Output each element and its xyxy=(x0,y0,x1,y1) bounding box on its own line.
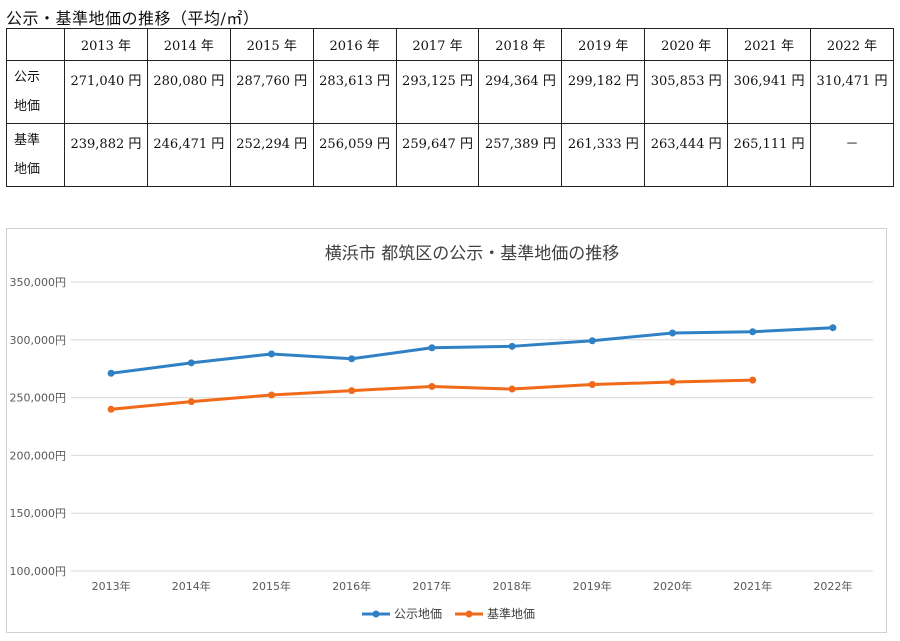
data-point xyxy=(508,342,516,350)
year-header: 2020 年 xyxy=(644,28,729,61)
data-point xyxy=(669,329,676,337)
data-point xyxy=(749,328,757,336)
data-point xyxy=(268,391,275,399)
data-point xyxy=(107,405,115,413)
table-header-row: 2013 年 2014 年 2015 年 2016 年 2017 年 2018 … xyxy=(6,28,894,61)
price-cell: 305,853 円 xyxy=(644,60,729,124)
x-tick-label: 2021年 xyxy=(733,579,772,593)
data-point xyxy=(107,369,115,377)
legend-marker xyxy=(465,610,473,618)
price-cell: 257,389 円 xyxy=(478,123,563,187)
year-header: 2022 年 xyxy=(810,28,894,61)
data-point xyxy=(588,337,596,345)
row-label-line: 地価 xyxy=(14,162,41,177)
price-cell: 310,471 円 xyxy=(810,60,894,124)
legend-marker xyxy=(372,610,380,618)
data-point xyxy=(829,324,837,332)
x-tick-label: 2017年 xyxy=(412,579,451,593)
price-cell: 271,040 円 xyxy=(64,60,148,124)
table-corner-cell xyxy=(6,28,65,61)
data-point xyxy=(508,385,516,393)
price-cell: 256,059 円 xyxy=(312,123,397,187)
y-tick-label: 200,000円 xyxy=(10,449,67,462)
price-cell: 294,364 円 xyxy=(478,60,563,124)
series-line xyxy=(110,326,833,375)
price-cell: 263,444 円 xyxy=(644,123,729,187)
data-point xyxy=(428,382,436,390)
row-label-line: 公示 xyxy=(14,70,41,85)
year-header: 2013 年 xyxy=(64,28,148,61)
year-header: 2017 年 xyxy=(395,28,480,61)
price-cell: － xyxy=(810,123,894,187)
data-point xyxy=(588,380,596,388)
x-tick-label: 2014年 xyxy=(172,579,211,593)
row-label: 公示 地価 xyxy=(6,60,65,124)
price-cell: 239,882 円 xyxy=(64,123,148,187)
row-label: 基準 地価 xyxy=(6,123,65,187)
price-cell: 252,294 円 xyxy=(229,123,314,187)
page-heading: 公示・基準地価の推移（平均/㎡） xyxy=(6,9,260,28)
legend-label: 基準地価 xyxy=(487,606,535,621)
price-cell: 287,760 円 xyxy=(229,60,314,124)
x-tick-label: 2019年 xyxy=(573,579,612,593)
year-header: 2021 年 xyxy=(727,28,812,61)
line-chart: 横浜市 都筑区の公示・基準地価の推移 100,000円 150,000円 200,00… xyxy=(6,228,887,633)
year-header: 2014 年 xyxy=(146,28,231,61)
data-point xyxy=(187,359,195,367)
y-tick-label: 250,000円 xyxy=(10,392,67,405)
table-row: 基準地価 239,882 円 246,471 円 252,294 円 256,0… xyxy=(6,123,894,187)
x-tick-label: 2022年 xyxy=(813,579,852,593)
x-tick-label: 2020年 xyxy=(653,579,692,593)
data-point xyxy=(187,398,195,406)
x-tick-label: 2018年 xyxy=(493,579,532,593)
price-cell: 259,647 円 xyxy=(395,123,480,187)
year-header: 2018 年 xyxy=(478,28,563,61)
price-cell: 261,333 円 xyxy=(561,123,646,187)
row-label-line: 基準 xyxy=(14,133,41,148)
row-label-line: 地価 xyxy=(14,99,41,114)
year-header: 2015 年 xyxy=(229,28,314,61)
price-cell: 306,941 円 xyxy=(727,60,812,124)
legend-label: 公示地価 xyxy=(394,607,442,621)
price-cell: 299,182 円 xyxy=(561,60,646,124)
y-tick-label: 100,000円 xyxy=(10,565,67,578)
y-tick-label: 300,000円 xyxy=(10,334,67,347)
price-cell: 265,111 円 xyxy=(727,123,812,187)
data-point xyxy=(268,350,275,358)
chart-title: 横浜市 都筑区の公示・基準地価の推移 xyxy=(325,244,619,264)
x-tick-label: 2015年 xyxy=(252,579,291,593)
price-cell: 283,613 円 xyxy=(312,60,397,124)
y-tick-label: 350,000円 xyxy=(10,276,67,289)
year-header: 2019 年 xyxy=(561,28,646,61)
data-point xyxy=(749,376,757,384)
line-chart-svg: 横浜市 都筑区の公示・基準地価の推移 100,000円 150,000円 200,00… xyxy=(10,244,873,621)
data-point xyxy=(428,344,436,352)
x-tick-label: 2016年 xyxy=(332,579,371,593)
price-table: 2013 年 2014 年 2015 年 2016 年 2017 年 2018 … xyxy=(6,28,894,187)
x-tick-label: 2013年 xyxy=(92,579,131,593)
data-point xyxy=(348,355,356,363)
y-tick-label: 150,000円 xyxy=(10,507,67,520)
price-cell: 280,080 円 xyxy=(146,60,231,124)
data-point xyxy=(348,387,356,395)
price-cell: 293,125 円 xyxy=(395,60,480,124)
year-header: 2016 年 xyxy=(312,28,397,61)
data-point xyxy=(669,378,676,386)
price-cell: 246,471 円 xyxy=(146,123,231,187)
table-row: 公示地価 271,040 円 280,080 円 287,760 円 283,6… xyxy=(6,60,894,124)
